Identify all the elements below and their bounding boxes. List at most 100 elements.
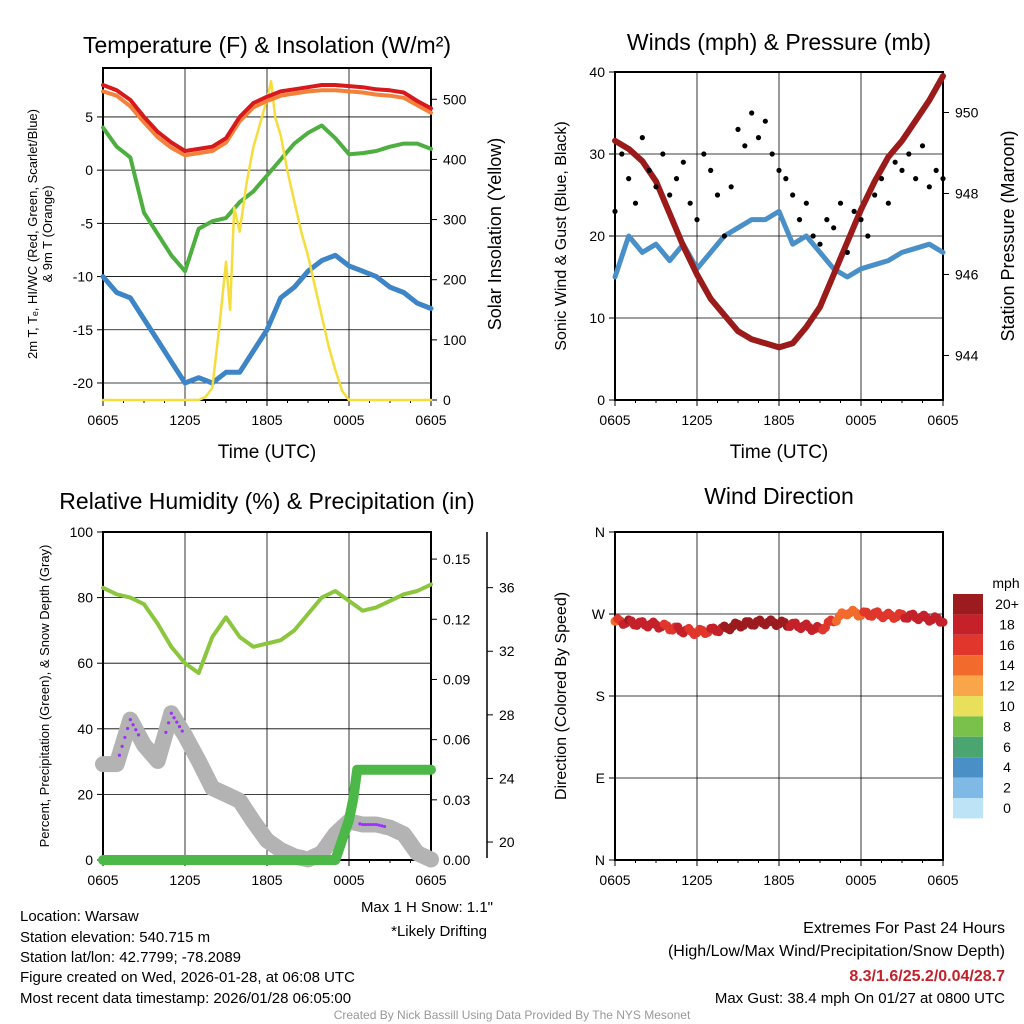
temp-x-tick-label: 1805 (251, 412, 282, 428)
likely-drifting-point (169, 711, 173, 715)
likely-drifting-point (131, 723, 135, 727)
likely-drifting-point (380, 824, 384, 828)
gust-point (783, 176, 789, 182)
gust-point (796, 217, 803, 223)
gust-point (721, 233, 727, 239)
precip-y-tick-label: 0.15 (443, 551, 470, 567)
winds-y-right-label: Station Pressure (Maroon) (998, 130, 1018, 341)
extremes-subtitle: (High/Low/Max Wind/Precipitation/Snow De… (668, 943, 1005, 960)
likely-drifting-point (177, 725, 182, 729)
winds-y-tick-label: 20 (589, 228, 605, 244)
precipitation-series (98, 764, 436, 865)
colorbar-label: 4 (1003, 759, 1011, 775)
gust-point (632, 200, 639, 206)
gust-point (899, 167, 905, 173)
temp-x-tick-label: 0605 (415, 412, 446, 428)
colorbar-swatch (953, 594, 983, 615)
colorbar-label: 16 (999, 637, 1015, 653)
snow-y-tick-label: 24 (499, 770, 515, 786)
precip-y-tick-label: 0.03 (443, 792, 470, 808)
winds-right-y-tick-label: 950 (955, 104, 979, 120)
colorbar-swatch (953, 716, 983, 737)
winds-right-y-tick-label: 946 (955, 266, 979, 282)
precip-y-tick-label: 0.12 (443, 611, 470, 627)
rh-y-tick-label: 0 (85, 852, 93, 868)
winds-x-tick-label: 1805 (763, 412, 794, 428)
temp-y-tick-label: 5 (85, 109, 93, 125)
gust-point (653, 184, 659, 190)
winds-y-tick-label: 0 (597, 392, 605, 408)
gust-point (735, 126, 741, 132)
rh-x-tick-label: 0605 (87, 872, 118, 888)
rh-y-tick-label: 20 (77, 786, 93, 802)
gust-point (755, 135, 762, 141)
temp-y-tick-label: -20 (73, 375, 93, 391)
dir-y-label: Direction (Colored By Speed) (553, 592, 570, 800)
relative-humidity-series (101, 582, 433, 675)
likely-drifting-point (126, 726, 130, 731)
winds-x-label: Time (UTC) (730, 442, 829, 463)
location-text: Location: Warsaw (20, 908, 139, 925)
gust-point (851, 208, 857, 214)
colorbar-swatch (953, 798, 983, 819)
likely-drifting-point (175, 720, 179, 724)
gust-point (769, 151, 775, 157)
gust-point (639, 135, 645, 141)
colorbar-swatch (953, 614, 983, 635)
gust-point (694, 217, 700, 223)
temp-right-y-tick-label: 300 (443, 212, 467, 228)
dir-x-tick-label: 1805 (763, 872, 794, 888)
dir-x-tick-label: 0005 (845, 872, 876, 888)
likely-drifting-point (374, 822, 378, 827)
wind-speed-series (612, 208, 946, 280)
gust-point (865, 233, 871, 239)
plots-layer: 0605 1205 1805 0005 060550-5-10-15-205004003… (70, 64, 1019, 888)
gust-point (728, 184, 734, 190)
winds-chart-title: Winds (mph) & Pressure (mb) (627, 29, 931, 55)
dir-x-tick-label: 0605 (599, 872, 630, 888)
temp-right-y-tick-label: 500 (443, 91, 467, 107)
likely-drifting-point (167, 721, 171, 725)
dir-y-tick-label: W (592, 606, 606, 622)
likely-drifting-point (361, 822, 365, 827)
winds-x-tick-label: 0005 (845, 412, 876, 428)
colorbar-label: 2 (1003, 780, 1011, 796)
max-gust-text: Max Gust: 38.4 mph On 01/27 at 0800 UTC (715, 990, 1005, 1007)
gust-point (858, 217, 864, 223)
colorbar-title: mph (992, 575, 1019, 591)
likely-drifting-point (358, 822, 362, 826)
created-text: Figure created on Wed, 2026-01-28, at 06… (20, 969, 355, 986)
colorbar-swatch (953, 736, 983, 758)
gust-point (762, 118, 768, 124)
temp-y-tick-label: -10 (73, 269, 93, 285)
colorbar-label: 8 (1003, 718, 1011, 734)
likely-drifting-point (180, 729, 184, 733)
colorbar-label: 6 (1003, 739, 1011, 755)
gust-point (919, 143, 926, 149)
rh-x-tick-label: 1805 (251, 872, 282, 888)
dir-x-tick-label: 0605 (927, 872, 958, 888)
gust-point (742, 143, 748, 149)
gust-point (790, 192, 796, 198)
temp-x-label: Time (UTC) (218, 442, 317, 463)
colorbar-swatch (953, 655, 983, 676)
likely-drifting-text: *Likely Drifting (391, 923, 487, 940)
temp-9m-series (101, 88, 433, 158)
gust-point (837, 200, 844, 206)
dewpoint-series (101, 123, 433, 274)
likely-drifting-point (369, 822, 373, 827)
temp-y-label: 2m T, Tₑ, HI/WC (Red, Green, Scarlet/Blu… (25, 109, 40, 359)
winds-x-tick-label: 0605 (927, 412, 958, 428)
dir-y-tick-label: N (595, 852, 605, 868)
temp-y-tick-label: -15 (73, 322, 93, 338)
dir-y-tick-label: S (596, 688, 605, 704)
gust-point (803, 200, 809, 206)
gust-point (708, 167, 714, 173)
elevation-text: Station elevation: 540.715 m (20, 929, 210, 946)
gust-point (646, 167, 652, 173)
max-snow-text: Max 1 H Snow: 1.1" (361, 899, 493, 916)
snow-y-tick-label: 28 (499, 707, 515, 723)
likely-drifting-point (128, 718, 132, 722)
rh-chart-title: Relative Humidity (%) & Precipitation (i… (59, 488, 474, 514)
colorbar-label: 0 (1003, 800, 1011, 816)
